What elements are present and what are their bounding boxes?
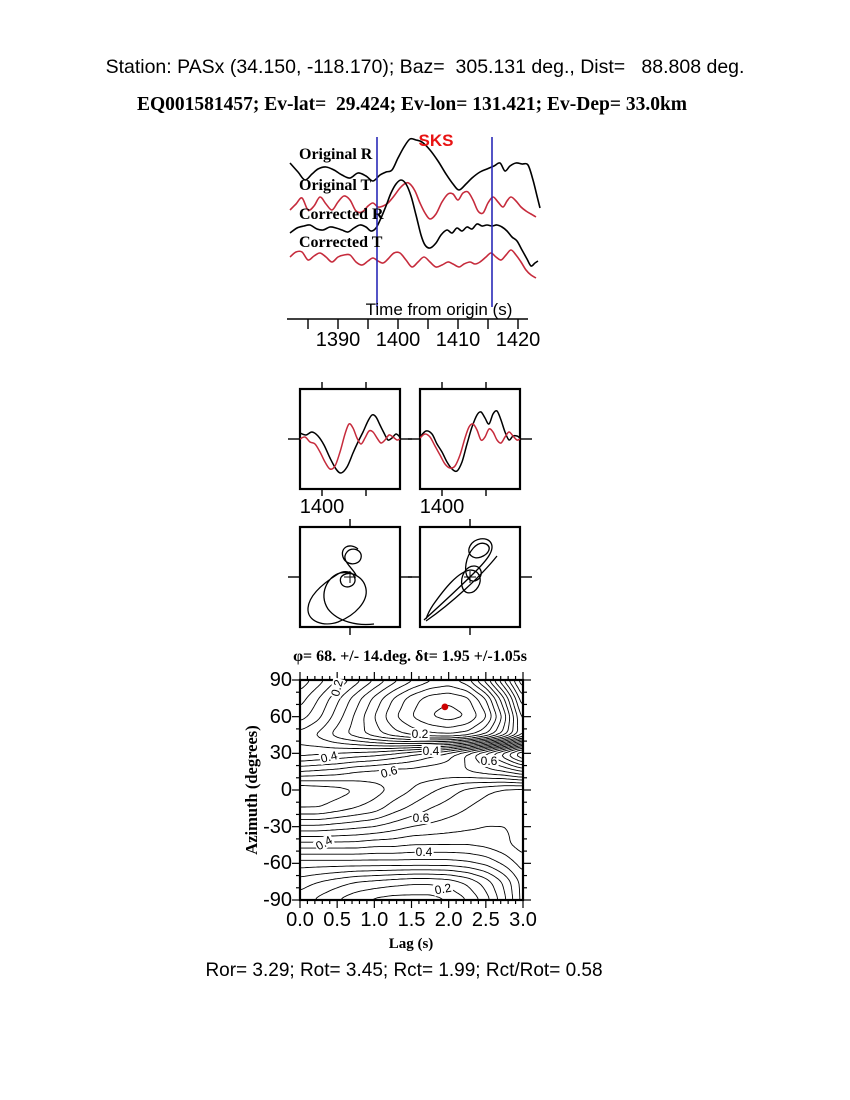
contour-level-0.60 (300, 740, 523, 821)
contour-value-label-2: 0.4 (421, 744, 441, 758)
time-tick-label-1400: 1400 (375, 329, 421, 351)
time-tick-label-1420: 1420 (495, 329, 541, 351)
contour-value-label-8: 0.4 (414, 845, 434, 859)
time-tick-label-1390: 1390 (315, 329, 361, 351)
lag-tick-label-2.5: 2.5 (471, 909, 500, 931)
azimuth-axis-label: Azimuth (degrees) (242, 725, 261, 855)
azimuth-tick-label--60: -60 (263, 852, 292, 875)
contour-level-0.32 (300, 680, 514, 900)
contour-value-label-6: 0.6 (411, 811, 431, 825)
quality-factors-line: Ror= 3.29; Rot= 3.45; Rct= 1.99; Rct/Rot… (205, 960, 603, 981)
lag-tick-label-0.5: 0.5 (323, 909, 352, 931)
best-fit-dot (441, 703, 449, 711)
pm-curve-corrected (423, 538, 498, 622)
time-axis (287, 318, 528, 329)
azimuth-tick-label-0: 0 (280, 779, 292, 801)
contour-level-0.64 (300, 742, 523, 815)
trace-label-original-r: Original R (299, 146, 373, 163)
azimuth-tick-label-60: 60 (269, 705, 292, 728)
original-r-trace (289, 137, 541, 209)
corrected-t-trace (289, 249, 537, 279)
original-t-trace (289, 181, 537, 220)
contour-level-0.88 (516, 751, 523, 759)
lag-tick-label-0.0: 0.0 (286, 909, 314, 931)
azimuth-tick-label--30: -30 (263, 815, 292, 838)
time-tick-label-1410: 1410 (435, 329, 481, 351)
contour-frame (292, 672, 531, 908)
contour-level-0.84 (509, 749, 523, 762)
lag-tick-label-1.5: 1.5 (397, 909, 426, 931)
azimuth-tick-label--90: -90 (263, 889, 292, 911)
contour-level-0.28 (300, 680, 507, 900)
contour-value-label-9: 0.2 (432, 880, 454, 898)
particle-motion-boxes (288, 519, 532, 635)
phase-label-sks: SKS (418, 131, 454, 150)
azimuth-tick-label-30: 30 (269, 742, 292, 765)
contour-level-0.12 (340, 685, 486, 900)
station-title: Station: PASx (34.150, -118.170); Baz= 3… (105, 56, 745, 78)
event-title: EQ001581457; Ev-lat= 29.424; Ev-lon= 131… (136, 94, 688, 115)
contour-value-label-3: 0.6 (479, 754, 499, 768)
lag-axis-label: Lag (s) (388, 936, 434, 952)
contour-value-label-1: 0.2 (410, 727, 430, 741)
contour-title: φ= 68. +/- 14.deg. δt= 1.95 +/-1.05s (293, 648, 527, 665)
seismogram-traces (289, 137, 541, 279)
analysis-window-lines (376, 137, 493, 307)
trace-label-original-t: Original T (299, 177, 372, 194)
zoom-tick-label-0: 1400 (299, 496, 345, 518)
windowed-waveform-boxes (288, 382, 532, 496)
lag-tick-label-3.0: 3.0 (509, 909, 537, 931)
contour-level-0.48 (300, 680, 523, 837)
lag-tick-label-2.0: 2.0 (434, 909, 463, 931)
contour-level-0.80 (501, 747, 523, 766)
contour-level-0.20 (300, 680, 497, 900)
contour-level-0.24 (300, 680, 502, 900)
contour-level-0.40 (300, 680, 523, 871)
lag-tick-label-1.0: 1.0 (360, 909, 389, 931)
error-surface-contours (300, 680, 523, 900)
trace-label-corrected-r: Corrected R (299, 206, 384, 223)
zoom-right-black-trace (419, 409, 521, 473)
pm-curve-original (307, 545, 375, 626)
contour-level-0.08 (371, 692, 477, 900)
azimuth-tick-label-90: 90 (269, 669, 292, 691)
contour-level-0.16 (314, 680, 492, 900)
zoom-left-red-trace (299, 423, 401, 470)
corrected-r-trace (289, 179, 539, 267)
zoom-tick-label-1: 1400 (419, 496, 465, 518)
zoom-right-red-trace (419, 423, 521, 469)
time-axis-label: Time from origin (s) (365, 300, 513, 319)
trace-label-corrected-t: Corrected T (299, 234, 383, 251)
